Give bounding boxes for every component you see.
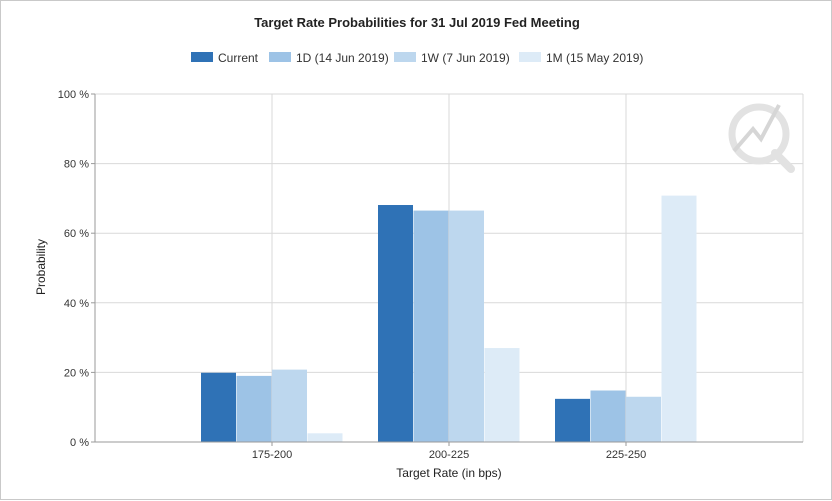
bar-225-250-series-2 (590, 390, 626, 442)
legend-label-1: Current (218, 51, 259, 65)
bars (201, 195, 697, 442)
chart-title: Target Rate Probabilities for 31 Jul 201… (254, 15, 580, 30)
legend-swatch-2 (269, 52, 291, 62)
x-tick-label-0: 175-200 (252, 449, 292, 461)
x-tick-labels: 175-200 200-225 225-250 (252, 442, 646, 461)
watermark-logo-icon (728, 103, 795, 173)
bar-200-225-series-1 (378, 205, 413, 442)
y-tick-label-4: 80 % (64, 159, 89, 171)
bar-200-225-series-2 (413, 210, 449, 442)
legend-swatch-3 (394, 52, 416, 62)
bar-175-200-series-3 (272, 369, 307, 442)
y-tick-labels: 0 % 20 % 40 % 60 % 80 % 100 % (58, 89, 95, 449)
y-tick-label-1: 20 % (64, 367, 89, 379)
bar-175-200-series-2 (236, 375, 272, 442)
bar-225-250-series-4 (661, 195, 697, 442)
x-tick-label-2: 225-250 (606, 449, 646, 461)
bar-175-200-series-1 (201, 372, 236, 442)
y-axis-label: Probability (34, 239, 48, 295)
legend: Current 1D (14 Jun 2019) 1W (7 Jun 2019) 1M… (191, 51, 643, 65)
legend-label-3: 1W (7 Jun 2019) (421, 51, 510, 65)
bar-175-200-series-4 (307, 433, 343, 442)
y-tick-label-3: 60 % (64, 228, 89, 240)
legend-swatch-4 (519, 52, 541, 62)
x-axis-label: Target Rate (in bps) (396, 466, 501, 480)
x-tick-label-1: 200-225 (429, 449, 469, 461)
bar-225-250-series-3 (626, 396, 661, 442)
y-tick-label-2: 40 % (64, 298, 89, 310)
bar-200-225-series-3 (449, 210, 484, 442)
legend-label-2: 1D (14 Jun 2019) (296, 51, 389, 65)
y-tick-label-5: 100 % (58, 89, 89, 101)
y-tick-label-0: 0 % (70, 437, 89, 449)
bar-200-225-series-4 (484, 348, 520, 442)
legend-swatch-1 (191, 52, 213, 62)
gridlines (94, 93, 804, 443)
legend-label-4: 1M (15 May 2019) (546, 51, 643, 65)
bar-225-250-series-1 (555, 398, 590, 442)
